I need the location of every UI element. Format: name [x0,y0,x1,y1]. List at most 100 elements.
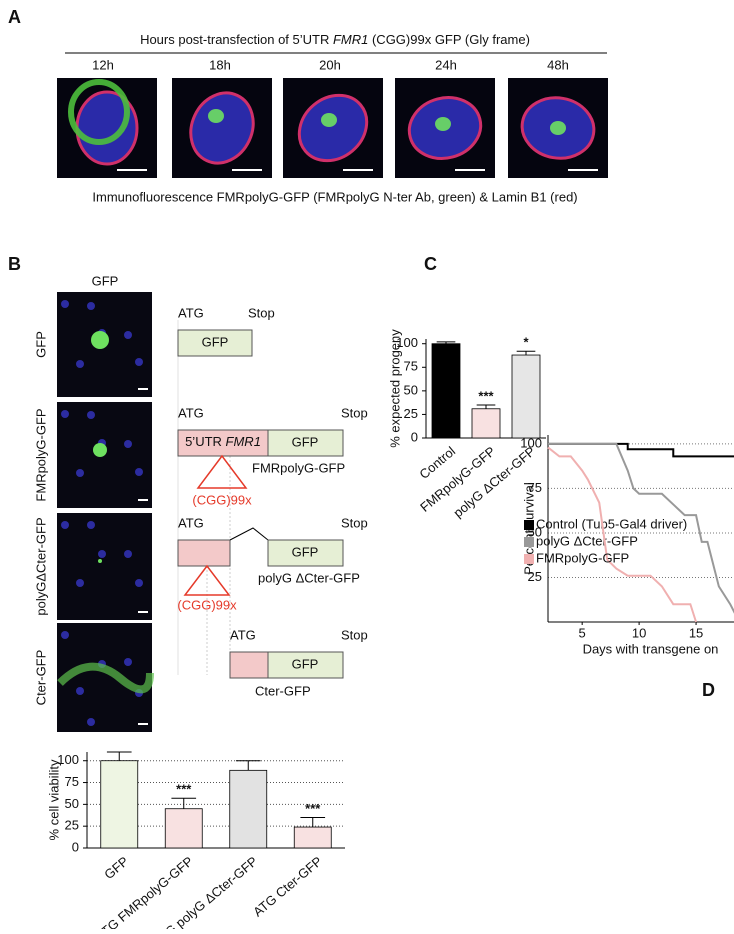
x-tick-label: ATG Cter-GFP [250,853,325,919]
aggregate [68,79,130,145]
x-tick-label: 15 [689,625,703,640]
construct-text: ATG Stop GFP ATG Stop 5’UTR FMR1 GFP (CG… [177,305,367,698]
timepoint-label: 24h [435,57,457,72]
legend-label: polyG ΔCter-GFP [536,533,638,548]
legend-swatch [524,520,534,530]
timepoint-label: 18h [209,57,231,72]
x-tick-label: GFP [101,853,131,882]
panel-label: D [702,680,715,700]
row-label: FMRpolyG-GFP [33,408,48,501]
box-label: GFP [202,334,229,349]
column-header: GFP [92,273,119,288]
micrographs [57,78,608,178]
nucleus [124,440,132,448]
bar [431,343,461,439]
y-tick-label: 25 [65,818,79,833]
y-tick-label: 50 [65,796,79,811]
nucleus [189,91,255,165]
legend-label: Control (Tub5-Gal4 driver) [536,516,687,531]
x-tick-label: 5 [579,625,586,640]
nucleus [87,718,95,726]
y-axis-label: % cell viability [46,759,61,840]
box-label: GFP [292,656,319,671]
survival-line [548,442,734,458]
significance: * [523,335,529,350]
panel-label: B [8,254,21,274]
gfp-signal [57,662,154,694]
y-tick-label: 50 [404,382,418,397]
panel-label: C [424,254,437,274]
survival-line [548,442,734,614]
y-tick-label: 25 [528,569,542,584]
y-tick-label: 75 [65,774,79,789]
significance: *** [305,801,321,816]
box-label-part: 5’UTR [185,434,225,449]
y-tick-label: 100 [57,752,79,767]
significance: *** [478,388,494,403]
nucleus [61,631,69,639]
nucleus [87,302,95,310]
y-tick-label: 75 [528,480,542,495]
gfp-signal [93,443,107,457]
bar [229,769,268,849]
y-tick-label: 0 [411,429,418,444]
panel-label: A [8,7,21,27]
row-label: GFP [33,331,48,358]
construct-name: polyG ΔCter-GFP [258,570,360,585]
nucleus [76,579,84,587]
survival-line [547,446,698,623]
timepoint-label: 12h [92,57,114,72]
box-label: GFP [292,434,319,449]
nucleus [297,93,369,163]
stop-codon: Stop [341,627,368,642]
row-label: Cter-GFP [33,650,48,706]
timepoint-label: 48h [547,57,569,72]
aggregate [321,113,337,127]
aggregate [208,109,224,123]
nucleus [61,410,69,418]
legend-swatch [524,537,534,547]
panel-heading: Hours post-transfection of 5’UTR FMR1 (C… [140,32,530,47]
nucleus [76,469,84,477]
box-label-part: FMR1 [226,434,261,449]
nucleus [61,521,69,529]
nucleus [124,658,132,666]
gfp-signal [98,559,102,563]
bar [511,354,541,439]
x-tick-label: ATG polyG ΔCter-GFP [150,853,260,929]
micrograph [57,513,152,620]
aggregate [435,117,451,131]
bar [471,408,501,439]
timepoint-label: 20h [319,57,341,72]
y-axis-label: % expected progeny [387,329,402,448]
y-tick-label: 0 [72,839,79,854]
nucleus [124,331,132,339]
bar [293,826,332,849]
micrographs [57,292,154,732]
stop-codon: Stop [341,515,368,530]
x-axis-label: Days with transgene on [583,641,719,656]
x-tick-label: 10 [632,625,646,640]
repeat-label: (CGG)99x [192,492,252,507]
stop-codon: Stop [248,305,275,320]
y-tick-label: 25 [404,406,418,421]
nucleus [76,360,84,368]
construct-name: FMRpolyG-GFP [252,460,345,475]
start-codon: ATG [178,515,204,530]
nucleus [135,468,143,476]
heading-part: FMR1 [333,32,368,47]
stop-codon: Stop [341,405,368,420]
nucleus [87,411,95,419]
start-codon: ATG [230,627,256,642]
box-label: 5’UTR FMR1 [185,434,261,449]
y-tick-label: 100 [396,335,418,350]
nucleus [124,550,132,558]
nucleus [98,550,106,558]
box-label: GFP [292,544,319,559]
nucleus [135,579,143,587]
significance: *** [176,782,192,797]
micrograph [57,623,152,732]
nucleus [61,300,69,308]
start-codon: ATG [178,405,204,420]
